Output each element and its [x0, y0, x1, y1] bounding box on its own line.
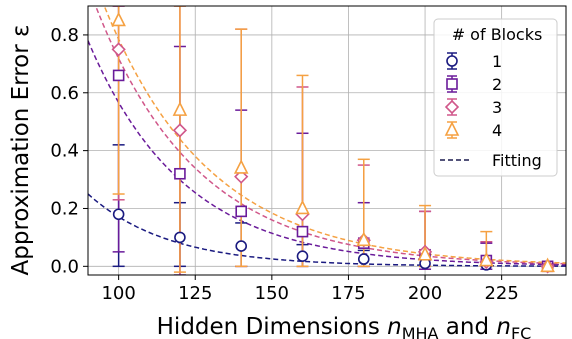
- legend-label: 4: [492, 121, 502, 140]
- data-point: [174, 231, 186, 244]
- y-tick-label: 0.4: [50, 141, 79, 162]
- x-tick-label: 225: [484, 283, 518, 304]
- data-point: [296, 250, 309, 262]
- data-point: [296, 225, 309, 238]
- legend-marker: [446, 55, 458, 67]
- fit-curve-3: [94, 6, 566, 265]
- data-point: [479, 251, 494, 267]
- y-axis-label: Approximation Error ε: [8, 25, 34, 276]
- legend-marker: [444, 121, 460, 136]
- fit-curve-1: [88, 193, 566, 267]
- x-tick-label: 150: [255, 283, 289, 304]
- legend-marker: [446, 78, 458, 90]
- data-point: [174, 167, 186, 180]
- data-point: [356, 231, 372, 247]
- data-point: [357, 253, 370, 265]
- y-tick-label: 0.0: [50, 256, 79, 277]
- data-point: [112, 69, 125, 82]
- legend-marker: [444, 99, 460, 115]
- data-point: [111, 42, 126, 57]
- legend: # of Blocks 1 2 3 4 Fitting: [433, 18, 558, 177]
- legend-title: # of Blocks: [452, 25, 543, 44]
- data-point: [235, 205, 248, 218]
- y-tick-label: 0.2: [50, 198, 79, 219]
- y-tick-label: 0.6: [50, 83, 79, 104]
- data-point: [233, 159, 249, 174]
- y-ticks: 0.0 0.2 0.4 0.6 0.8: [50, 25, 88, 277]
- x-tick-label: 100: [101, 283, 135, 304]
- x-tick-label: 200: [408, 283, 442, 304]
- data-point: [111, 11, 126, 27]
- x-axis-label: Hidden Dimensions nMHA and nFC: [157, 314, 532, 339]
- legend-label: 3: [492, 98, 502, 117]
- data-point: [235, 240, 248, 252]
- markers: [111, 11, 555, 274]
- legend-label: 2: [492, 75, 502, 94]
- legend-fitting-label: Fitting: [492, 151, 542, 170]
- legend-label: 1: [492, 52, 502, 71]
- data-point: [172, 101, 188, 116]
- data-point: [295, 199, 310, 215]
- x-tick-label: 175: [331, 283, 365, 304]
- x-ticks: 100 125 150 175 200 225: [101, 275, 519, 304]
- x-tick-label: 125: [178, 283, 212, 304]
- legend-box: [433, 18, 558, 177]
- data-point: [417, 245, 433, 261]
- plot-frame: [87, 5, 567, 276]
- data-point: [172, 123, 188, 138]
- data-point: [540, 257, 555, 273]
- y-tick-label: 0.8: [50, 25, 79, 46]
- data-point: [112, 208, 125, 221]
